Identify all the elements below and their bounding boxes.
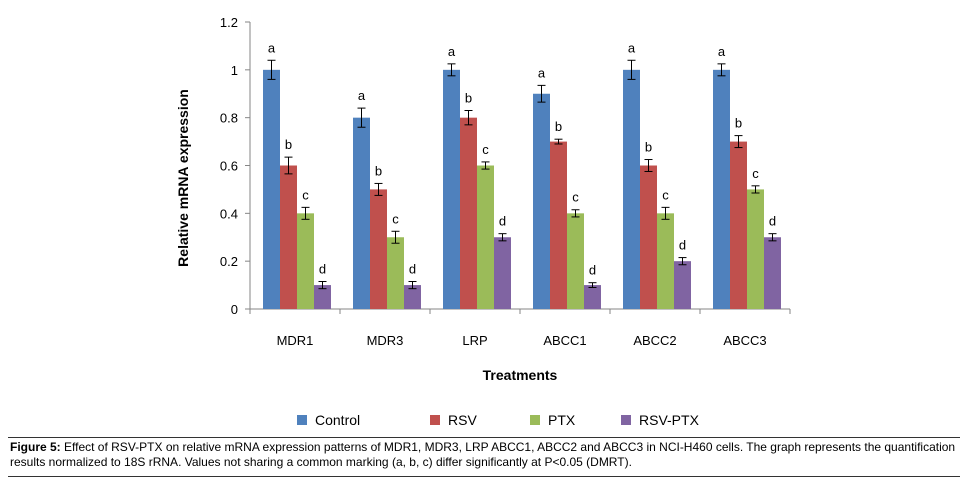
significance-label: d — [769, 214, 776, 229]
significance-label: c — [482, 142, 489, 157]
significance-label: b — [555, 119, 562, 134]
y-tick-label: 0.2 — [220, 254, 238, 269]
x-tick-label: MDR3 — [367, 333, 404, 348]
chart-axes: 0 0.2 0.4 0.6 0.8 1 1.2 MDR1 MDR3 LRP ABCC1 ABCC2 AB… — [220, 15, 791, 348]
significance-label: a — [538, 65, 546, 80]
significance-label: b — [735, 116, 742, 131]
y-tick-label: 0.6 — [220, 159, 238, 174]
bar — [764, 237, 781, 309]
legend-swatch-rsv — [430, 415, 440, 425]
bar — [263, 69, 280, 309]
bar — [443, 69, 460, 309]
bar — [747, 189, 764, 309]
y-axis-title: Relative mRNA expression — [175, 89, 191, 267]
bar — [623, 69, 640, 309]
y-tick-label: 1.2 — [220, 15, 238, 30]
legend-rsv: RSV — [430, 412, 477, 428]
caption-bottom-rule — [8, 476, 960, 477]
bar — [584, 285, 601, 309]
legend-label-rsv-ptx: RSV-PTX — [639, 412, 699, 428]
significance-label: a — [358, 88, 366, 103]
x-tick-label: LRP — [462, 333, 487, 348]
bar — [640, 165, 657, 309]
significance-label: c — [302, 187, 309, 202]
bar — [404, 285, 421, 309]
bar — [550, 141, 567, 309]
bar — [353, 117, 370, 310]
significance-label: b — [375, 163, 382, 178]
significance-label: c — [572, 190, 579, 205]
significance-label: b — [465, 90, 472, 105]
significance-label: a — [628, 40, 636, 55]
bar-chart: 0 0.2 0.4 0.6 0.8 1 1.2 MDR1 MDR3 LRP ABCC1 ABCC2 AB… — [175, 15, 791, 383]
y-tick-label: 0 — [231, 302, 238, 317]
legend-swatch-ptx — [530, 415, 540, 425]
significance-label: d — [409, 261, 416, 276]
bar — [297, 213, 314, 309]
significance-label: a — [268, 40, 276, 55]
legend-label-control: Control — [315, 412, 361, 428]
x-tick-label: ABCC2 — [633, 333, 676, 348]
bar — [460, 117, 477, 310]
legend-swatch-control — [297, 415, 307, 425]
bar — [387, 237, 404, 309]
legend-swatch-rsv-ptx — [621, 415, 631, 425]
legend-label-ptx: PTX — [548, 412, 576, 428]
legend-control: Control — [297, 412, 360, 428]
bar — [657, 213, 674, 309]
bar — [730, 141, 747, 309]
bar — [370, 189, 387, 309]
bar — [713, 69, 730, 309]
x-axis-title: Treatments — [483, 367, 558, 383]
y-tick-label: 0.4 — [220, 206, 238, 221]
y-tick-label: 0.8 — [220, 111, 238, 126]
significance-label: d — [319, 261, 326, 276]
bar — [674, 261, 691, 309]
significance-label: a — [718, 44, 726, 59]
bar — [494, 237, 511, 309]
x-tick-label: MDR1 — [277, 333, 314, 348]
bar — [280, 165, 297, 309]
bar — [477, 165, 494, 309]
caption-top-rule — [8, 437, 960, 438]
y-tick-label: 1 — [231, 63, 238, 78]
x-tick-label: ABCC1 — [543, 333, 586, 348]
significance-label: c — [662, 187, 669, 202]
significance-label: b — [285, 137, 292, 152]
significance-label: b — [645, 140, 652, 155]
bar — [533, 93, 550, 309]
significance-label: c — [392, 211, 399, 226]
legend-ptx: PTX — [530, 412, 575, 428]
chart-bars: a a a a a a b b b b b b c c c c c c d d d d d d — [263, 40, 781, 310]
caption-text: Effect of RSV-PTX on relative mRNA expre… — [10, 440, 956, 469]
legend-rsv-ptx: RSV-PTX — [621, 412, 699, 428]
significance-label: d — [679, 238, 686, 253]
significance-label: d — [499, 214, 506, 229]
figure-caption: Figure 5: Effect of RSV-PTX on relative … — [10, 440, 956, 470]
x-tick-label: ABCC3 — [723, 333, 766, 348]
significance-label: d — [589, 263, 596, 278]
significance-label: c — [752, 166, 759, 181]
significance-label: a — [448, 44, 456, 59]
legend-label-rsv: RSV — [448, 412, 477, 428]
bar — [314, 285, 331, 309]
bar — [567, 213, 584, 309]
caption-label: Figure 5: — [10, 440, 61, 454]
